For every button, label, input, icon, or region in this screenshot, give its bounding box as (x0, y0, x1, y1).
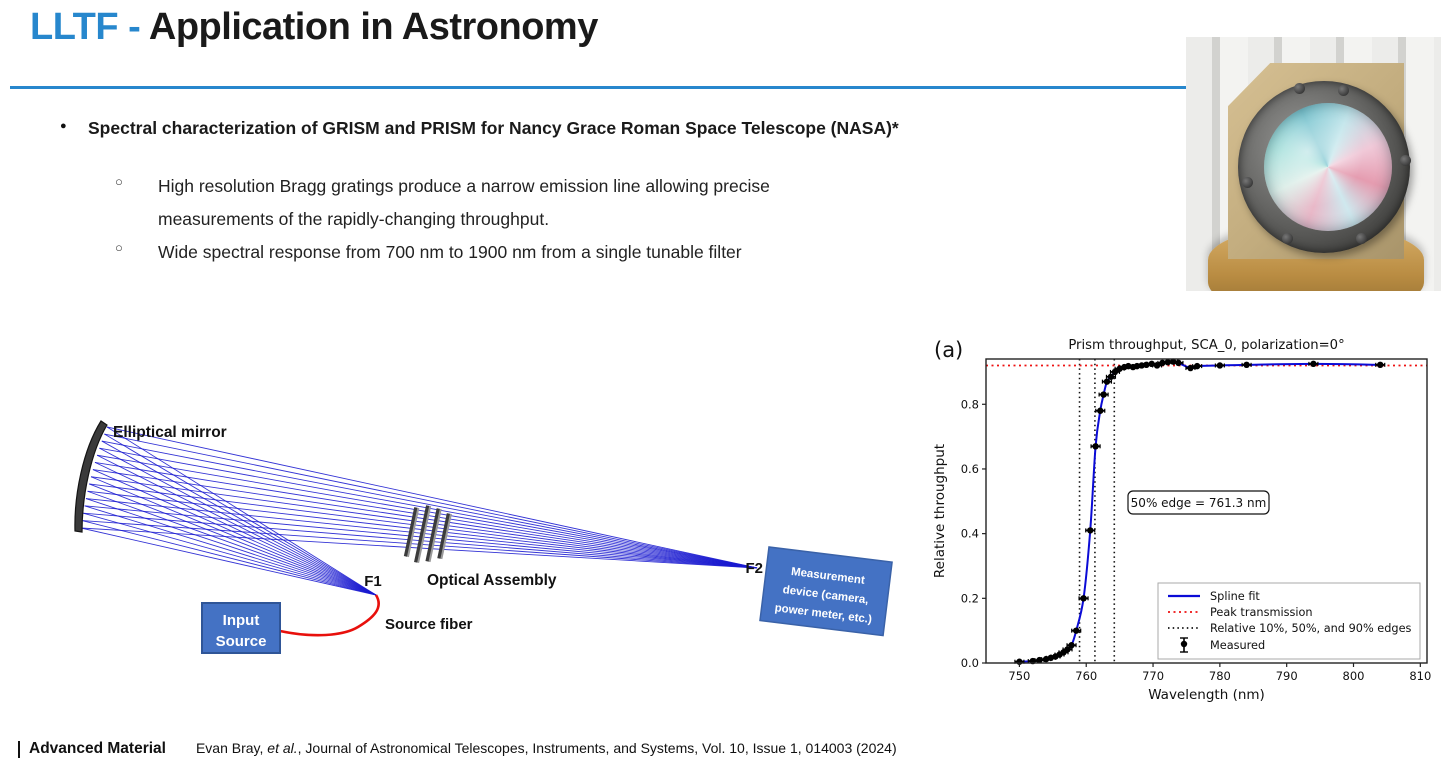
svg-text:50% edge = 761.3 nm: 50% edge = 761.3 nm (1131, 496, 1267, 510)
screw-icon (1400, 155, 1411, 166)
panel-label: (a) (934, 338, 963, 362)
svg-text:790: 790 (1276, 669, 1298, 683)
prism-photo (1186, 37, 1441, 291)
ray-lines (80, 426, 758, 596)
optical-assembly-bars (403, 505, 452, 564)
brand-name: Advanced Material (29, 740, 166, 757)
screw-icon (1294, 83, 1305, 94)
bullet-marker-icon: ● (60, 120, 67, 132)
throughput-chart: 750 760 770 780 790 800 810 0.0 0.2 0.4 0.6 0.8 Wave… (932, 338, 1432, 703)
screw-icon (1338, 85, 1349, 96)
title-rest: Application in Astronomy (148, 6, 598, 48)
citation: Evan Bray, et al., Journal of Astronomic… (196, 740, 897, 756)
title-accent: LLTF - (30, 6, 149, 48)
x-axis-label: Wavelength (nm) (1148, 687, 1265, 703)
circle-marker-icon: ○ (115, 240, 123, 255)
f1-label: F1 (364, 573, 382, 590)
screw-icon (1282, 233, 1293, 244)
sub-bullet-1-text: High resolution Bragg gratings produce a… (158, 176, 770, 229)
source-fiber-path (279, 594, 380, 637)
input-source-label-1: Input (223, 612, 260, 629)
measurement-device-box: Measurement device (camera, power meter,… (759, 546, 893, 637)
svg-text:0.4: 0.4 (961, 527, 979, 541)
sub-bullet-2-text: Wide spectral response from 700 nm to 19… (158, 242, 742, 262)
sub-bullet-1: ○ High resolution Bragg gratings produce… (115, 170, 945, 236)
svg-text:800: 800 (1343, 669, 1365, 683)
bullet-main-text: Spectral characterization of GRISM and P… (88, 118, 899, 138)
bullet-main: ● Spectral characterization of GRISM and… (60, 112, 945, 145)
svg-text:0.6: 0.6 (961, 462, 979, 476)
screw-icon (1356, 233, 1367, 244)
citation-journal: , Journal of Astronomical Telescopes, In… (297, 740, 897, 756)
plot-frame (985, 358, 1428, 664)
assembly-label: Optical Assembly (427, 572, 557, 589)
brand-divider (18, 740, 20, 758)
svg-text:Spline fit: Spline fit (1210, 590, 1260, 603)
fiber-label: Source fiber (385, 616, 473, 633)
svg-text:780: 780 (1209, 669, 1231, 683)
svg-text:760: 760 (1075, 669, 1097, 683)
axis-ticks: 750 760 770 780 790 800 810 0.0 0.2 0.4 0.6 0.8 (961, 397, 1432, 683)
chart-legend: Spline fit Peak transmission Relative 10%,… (1157, 582, 1421, 660)
sub-bullet-list: ○ High resolution Bragg gratings produce… (115, 170, 945, 269)
svg-text:0.0: 0.0 (961, 656, 979, 670)
svg-text:Peak transmission: Peak transmission (1210, 606, 1313, 619)
header-rule (10, 86, 1186, 89)
input-source-label-2: Source (216, 633, 267, 650)
measured-points (1014, 358, 1386, 665)
chart-title: Prism throughput, SCA_0, polarization=0° (1068, 338, 1344, 353)
footer: Advanced Material Evan Bray, et al., Jou… (18, 740, 897, 758)
optical-diagram: Input Source Measurement device (camera,… (74, 420, 893, 654)
citation-etal: et al. (267, 740, 298, 756)
bullet-list: ● Spectral characterization of GRISM and… (60, 112, 945, 269)
edge-annotation: 50% edge = 761.3 nm (1127, 490, 1270, 515)
mirror-label: Elliptical mirror (113, 424, 227, 441)
svg-text:0.2: 0.2 (961, 591, 979, 605)
svg-text:0.8: 0.8 (961, 397, 979, 411)
photo-lens-glass (1264, 103, 1392, 231)
svg-text:810: 810 (1409, 669, 1431, 683)
y-axis-label: Relative throughput (932, 444, 948, 578)
sub-bullet-2: ○ Wide spectral response from 700 nm to … (115, 236, 945, 269)
input-source-box: Input Source (201, 602, 281, 654)
elliptical-mirror-shape (74, 420, 108, 533)
svg-text:Measured: Measured (1210, 639, 1265, 652)
screw-icon (1242, 177, 1253, 188)
circle-marker-icon: ○ (115, 174, 123, 189)
edge-lines (1078, 359, 1116, 663)
page-title: LLTF - Application in Astronomy (30, 6, 598, 49)
f2-label: F2 (745, 560, 763, 577)
citation-authors: Evan Bray, (195, 740, 268, 756)
svg-text:750: 750 (1008, 669, 1030, 683)
svg-text:Relative 10%, 50%, and 90% edg: Relative 10%, 50%, and 90% edges (1210, 622, 1412, 635)
svg-text:770: 770 (1142, 669, 1164, 683)
